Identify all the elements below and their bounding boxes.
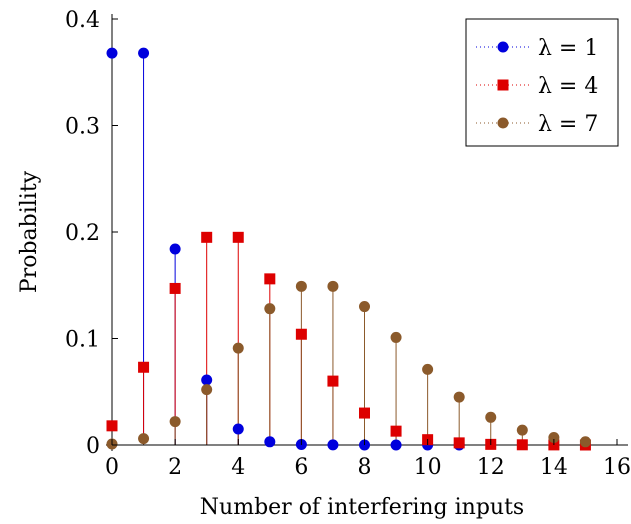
data-point: [169, 282, 181, 294]
y-tick-label: 0: [86, 434, 100, 459]
data-point: [138, 47, 150, 59]
data-point: [390, 331, 402, 343]
y-tick-label: 0.1: [65, 328, 100, 353]
data-point: [201, 384, 213, 396]
legend: λ = 1 λ = 4 λ = 7: [465, 18, 619, 147]
data-point: [453, 437, 465, 449]
data-point: [264, 303, 276, 315]
x-tick-label: 0: [105, 455, 119, 480]
axis-ticks: 0 2 4 6 8 10 12 14 16 0 0.1 0.2 0.3 0.4: [65, 8, 631, 480]
x-tick-label: 4: [231, 455, 245, 480]
data-point: [169, 243, 181, 255]
legend-label: λ = 7: [538, 112, 598, 137]
y-tick-label: 0.2: [65, 221, 100, 246]
data-point: [359, 407, 370, 419]
legend-marker: [497, 117, 509, 129]
data-point: [548, 432, 560, 444]
data-point: [295, 328, 307, 340]
x-tick-label: 6: [294, 455, 308, 480]
data-point: [232, 423, 244, 435]
data-point: [264, 436, 276, 448]
x-tick-label: 12: [477, 455, 505, 480]
data-markers: [106, 47, 591, 451]
data-point: [390, 439, 402, 451]
data-point: [579, 436, 591, 448]
data-point: [106, 420, 118, 432]
data-point: [359, 301, 370, 313]
data-point: [327, 375, 339, 387]
x-tick-label: 10: [414, 455, 442, 480]
legend-marker: [497, 79, 509, 91]
data-point: [516, 424, 528, 436]
y-tick-label: 0.3: [65, 115, 100, 140]
legend-label: λ = 1: [538, 36, 598, 61]
data-point: [453, 391, 465, 403]
y-tick-label: 0.4: [65, 8, 100, 33]
data-point: [264, 273, 276, 285]
x-tick-label: 16: [603, 455, 631, 480]
y-axis-title: Probability: [17, 170, 42, 293]
data-point: [232, 342, 244, 354]
data-point: [390, 425, 402, 437]
legend-marker: [497, 41, 509, 53]
data-point: [138, 361, 150, 373]
legend-box: [465, 18, 619, 147]
data-point: [169, 416, 181, 428]
data-point: [201, 374, 213, 386]
data-point: [327, 280, 339, 292]
data-point: [516, 439, 528, 451]
data-point: [138, 433, 150, 445]
data-point: [485, 411, 497, 423]
data-point: [201, 231, 213, 243]
x-tick-label: 2: [168, 455, 182, 480]
data-point: [422, 363, 434, 375]
data-point: [327, 439, 339, 451]
legend-label: λ = 4: [538, 74, 598, 99]
x-axis-title: Number of interfering inputs: [200, 495, 524, 520]
data-point: [106, 47, 118, 59]
x-tick-label: 14: [540, 455, 568, 480]
data-point: [232, 231, 244, 243]
x-tick-label: 8: [358, 455, 372, 480]
data-point: [295, 280, 307, 292]
